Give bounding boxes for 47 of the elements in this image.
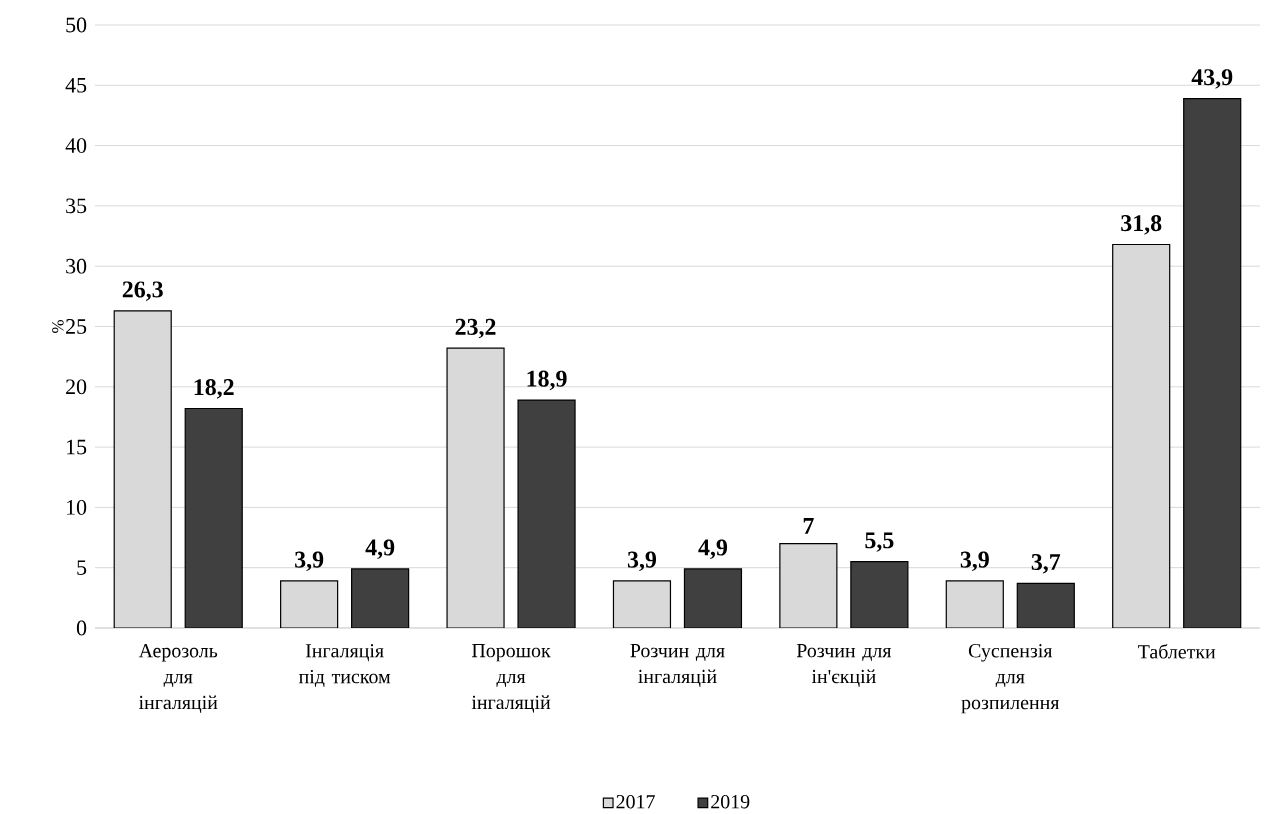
bar: [850, 561, 909, 628]
bar: [945, 580, 1004, 628]
data-label: 7: [803, 518, 814, 534]
x-tick-label: Розчин для інгаляцій: [630, 644, 725, 687]
x-tick-label: Порошок для інгаляцій: [471, 644, 551, 713]
bar: [446, 347, 505, 628]
data-label: 3,9: [295, 551, 324, 572]
y-tick-label: 35: [66, 198, 87, 214]
y-tick-label: 0: [76, 620, 87, 636]
bar: [184, 407, 243, 628]
data-label: 4,9: [698, 539, 728, 560]
y-tick-label: 30: [66, 258, 87, 274]
bar: [517, 399, 576, 628]
x-tick-label: Інгаляція під тиском: [298, 644, 391, 688]
data-label: 26,3: [122, 281, 163, 301]
bar: [683, 568, 743, 628]
data-label: 18,9: [527, 370, 567, 391]
data-label: 23,2: [455, 318, 496, 339]
y-tick-label: 40: [65, 138, 87, 153]
x-tick-label: Таблетки: [1138, 644, 1216, 659]
data-label: 4,9: [365, 539, 395, 560]
bar: [1183, 97, 1242, 628]
data-label: 43,9: [1191, 69, 1233, 89]
y-tick-label: 50: [66, 17, 87, 33]
y-tick-label: 20: [66, 379, 87, 395]
legend-label: 2017: [616, 794, 655, 809]
x-tick-label: Аерозоль для інгаляцій: [138, 644, 218, 713]
y-tick-label: 45: [65, 77, 87, 93]
y-tick-label: 25: [66, 319, 87, 334]
y-tick-label: 5: [77, 560, 87, 575]
data-label: 3,9: [627, 551, 657, 572]
bar: [351, 568, 410, 628]
legend-label: 2019: [711, 794, 750, 809]
y-axis-title: %: [52, 320, 64, 333]
data-label: 18,2: [194, 379, 234, 399]
data-label: 3,7: [1031, 553, 1061, 574]
data-label: 31,8: [1121, 215, 1162, 235]
x-tick-label: Суспензія для розпилення: [961, 644, 1060, 714]
y-tick-label: 10: [67, 499, 87, 515]
bar: [779, 542, 838, 628]
bar: [280, 580, 339, 628]
data-label: 3,9: [960, 551, 989, 572]
y-tick-label: 15: [67, 439, 87, 455]
bar: [1016, 582, 1075, 628]
bar: [612, 580, 672, 628]
x-tick-label: Розчин для ін'єкцій: [796, 644, 892, 687]
data-label: 5,5: [865, 532, 894, 552]
